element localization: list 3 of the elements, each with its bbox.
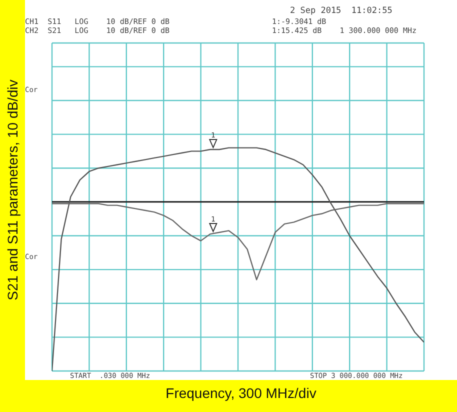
y-axis-title: S21 and S11 parameters, 10 dB/div	[4, 80, 20, 300]
x-axis-title: Frequency, 300 MHz/div	[164, 385, 318, 401]
text: 2 Sep 2015 11:02:55	[290, 6, 392, 16]
